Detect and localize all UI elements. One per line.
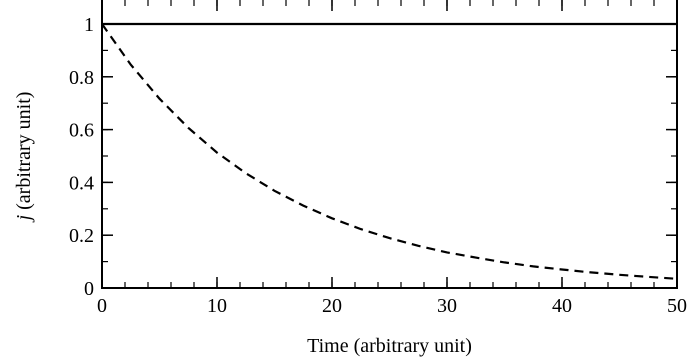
x-tick-label: 10 [207, 295, 227, 317]
y-axis-symbol: j [13, 214, 35, 223]
x-tick-label: 30 [437, 295, 457, 317]
x-tick-label: 0 [97, 295, 107, 317]
y-tick-label: 0 [84, 278, 94, 300]
x-tick-label: 20 [322, 295, 342, 317]
x-axis-label: Time (arbitrary unit) [307, 335, 472, 357]
y-tick-label: 0.8 [69, 67, 94, 89]
x-tick-label: 40 [552, 295, 572, 317]
series-layer [101, 22, 678, 280]
y-axis-label: j (arbitrary unit) [13, 92, 35, 224]
y-tick-label: 1 [84, 14, 94, 36]
labels-layer: 0 10 20 30 40 50 0 0.2 0.4 0.6 0.8 1 [69, 14, 687, 317]
y-tick-label: 0.6 [69, 120, 94, 142]
dashed-decay-line [101, 23, 678, 280]
plot-frame [101, 0, 678, 289]
ticks-layer [101, 0, 678, 289]
y-tick-label: 0.4 [69, 172, 94, 194]
y-tick-label: 0.2 [69, 225, 94, 247]
y-axis-label-text: (arbitrary unit) [13, 92, 35, 215]
x-tick-label: 50 [667, 295, 687, 317]
